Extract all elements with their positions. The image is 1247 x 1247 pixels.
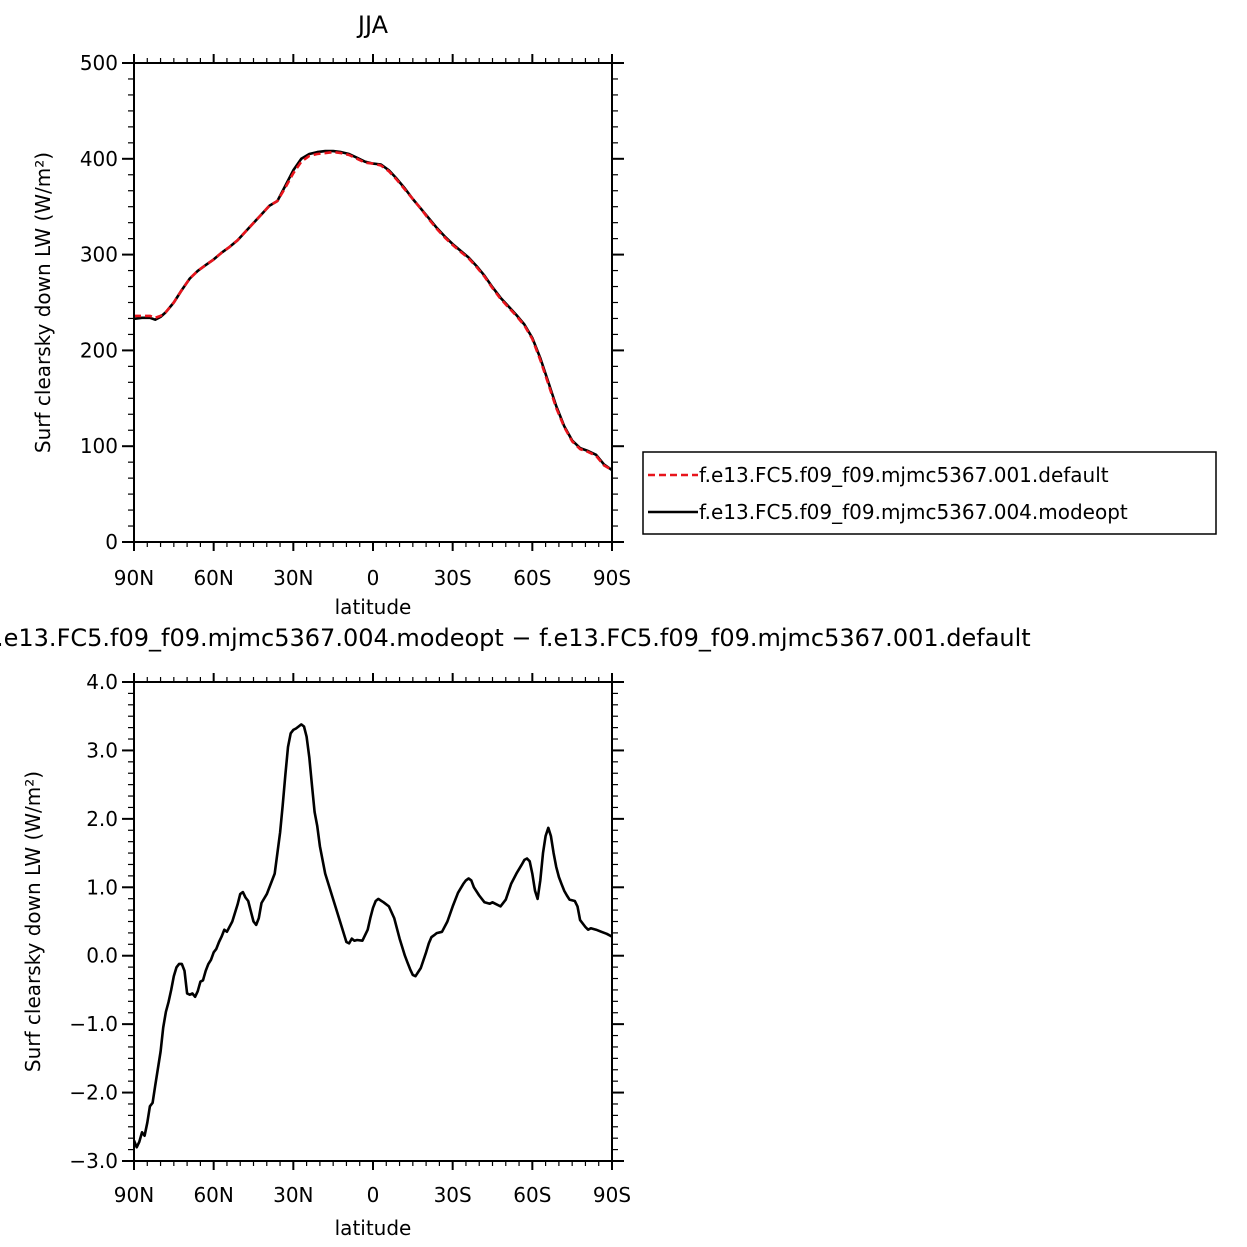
y-tick-label: 0 — [105, 530, 118, 554]
x-tick-label: 30S — [434, 566, 472, 590]
x-tick-label: 0 — [367, 566, 380, 590]
y-tick-label: −2.0 — [69, 1081, 118, 1105]
chart-title: f.e13.FC5.f09_f09.mjmc5367.004.modeopt −… — [0, 624, 1031, 652]
y-tick-label: 100 — [80, 434, 118, 458]
x-tick-label: 60S — [513, 1183, 551, 1207]
x-tick-label: 30N — [273, 1183, 313, 1207]
x-tick-label: 30S — [434, 1183, 472, 1207]
legend: f.e13.FC5.f09_f09.mjmc5367.001.default f.… — [642, 451, 1217, 535]
bottom-chart: 90N 60N 30N 0 30S 60S 90S −3.0 −2.0 −1.0 0.0 1.0 2.0… — [0, 624, 1031, 1240]
x-tick-label: 90N — [114, 566, 154, 590]
y-tick-label: 500 — [80, 51, 118, 75]
legend-box — [642, 451, 1217, 535]
x-tick-label: 60N — [193, 1183, 233, 1207]
chart-title: JJA — [356, 11, 389, 39]
x-tick-label: 90S — [593, 1183, 631, 1207]
y-tick-label: 300 — [80, 243, 118, 267]
top-chart: 90N 60N 30N 0 30S 60S 90S 0 100 200 300 400 500 JJA la… — [31, 11, 1217, 619]
y-tick-label: 200 — [80, 338, 118, 362]
x-tick-label: 90N — [114, 1183, 154, 1207]
x-tick-label: 60N — [193, 566, 233, 590]
y-tick-label: 400 — [80, 147, 118, 171]
x-tick-label: 30N — [273, 566, 313, 590]
y-tick-label: −3.0 — [69, 1149, 118, 1173]
legend-entry-2: f.e13.FC5.f09_f09.mjmc5367.004.modeopt — [699, 500, 1128, 524]
x-tick-label: 90S — [593, 566, 631, 590]
y-tick-label: 3.0 — [86, 738, 118, 762]
y-tick-label: 0.0 — [86, 944, 118, 968]
x-axis-label: latitude — [335, 1216, 412, 1240]
y-tick-label: 4.0 — [86, 670, 118, 694]
y-axis-label: Surf clearsky down LW (W/m²) — [21, 771, 45, 1072]
y-tick-label: 1.0 — [86, 875, 118, 899]
x-axis-label: latitude — [335, 595, 412, 619]
y-tick-label: −1.0 — [69, 1012, 118, 1036]
series-line-1 — [134, 723, 612, 1149]
series-line-1 — [134, 150, 612, 472]
legend-entry-1: f.e13.FC5.f09_f09.mjmc5367.001.default — [699, 463, 1109, 487]
x-tick-label: 60S — [513, 566, 551, 590]
y-axis-label: Surf clearsky down LW (W/m²) — [31, 152, 55, 453]
y-tick-label: 2.0 — [86, 807, 118, 831]
x-tick-label: 0 — [367, 1183, 380, 1207]
